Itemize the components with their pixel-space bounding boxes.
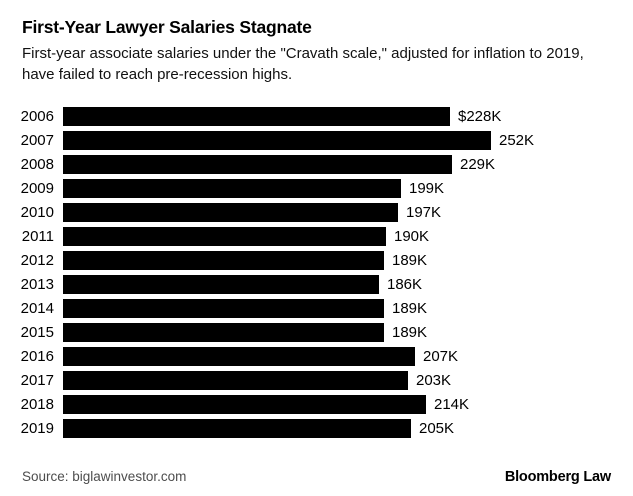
year-label: 2011 [21, 228, 54, 245]
bar-chart: 2006 $228K 2007 252K 2008 229K 2009 199K 2010 197… [0, 107, 633, 438]
bar [63, 419, 411, 438]
year-label: 2008 [20, 156, 54, 173]
value-label: 189K [392, 300, 428, 317]
chart-row: 2012 189K [0, 251, 633, 270]
year-label: 2012 [20, 252, 54, 269]
year-label: 2013 [20, 276, 54, 293]
chart-row: 2007 252K [0, 131, 633, 150]
value-label: 186K [387, 276, 423, 293]
bar [63, 203, 398, 222]
bar [63, 323, 384, 342]
chart-row: 2008 229K [0, 155, 633, 174]
chart-row: 2015 189K [0, 323, 633, 342]
year-label: 2007 [20, 132, 54, 149]
value-label: 189K [392, 252, 428, 269]
chart-row: 2010 197K [0, 203, 633, 222]
year-label: 2014 [20, 300, 54, 317]
chart-title: First-Year Lawyer Salaries Stagnate [22, 17, 312, 37]
value-label: 207K [423, 348, 459, 365]
bar [63, 299, 384, 318]
bar [63, 227, 386, 246]
chart-row: 2006 $228K [0, 107, 633, 126]
bloomberg-law-logo: Bloomberg Law [504, 469, 611, 485]
bar [63, 371, 408, 390]
value-label: 190K [394, 228, 430, 245]
chart-subtitle: First-year associate salaries under the … [22, 45, 584, 83]
bar [63, 155, 452, 174]
chart-row: 2016 207K [0, 347, 633, 366]
chart-footer: Source: biglawinvestor.com Bloomberg Law [22, 469, 611, 485]
bar [63, 131, 491, 150]
value-label: 252K [499, 132, 535, 149]
chart-row: 2018 214K [0, 395, 633, 414]
chart-row: 2011 190K [0, 227, 633, 246]
bar [63, 251, 384, 270]
bar [63, 179, 401, 198]
value-label: $228K [458, 108, 502, 125]
chart-header: First-Year Lawyer Salaries Stagnate Firs… [0, 0, 633, 85]
bar [63, 347, 415, 366]
value-label: 203K [416, 372, 452, 389]
value-label: 214K [434, 396, 470, 413]
chart-row: 2009 199K [0, 179, 633, 198]
chart-row: 2017 203K [0, 371, 633, 390]
year-label: 2010 [20, 204, 54, 221]
chart-row: 2019 205K [0, 419, 633, 438]
year-label: 2015 [20, 324, 54, 341]
value-label: 189K [392, 324, 428, 341]
year-label: 2018 [20, 396, 54, 413]
year-label: 2006 [20, 108, 54, 125]
source-note: Source: biglawinvestor.com [22, 469, 187, 484]
year-label: 2019 [20, 420, 54, 437]
value-label: 229K [460, 156, 496, 173]
year-label: 2016 [20, 348, 54, 365]
value-label: 199K [409, 180, 445, 197]
bar [63, 395, 426, 414]
chart-row: 2013 186K [0, 275, 633, 294]
value-label: 197K [406, 204, 442, 221]
chart-row: 2014 189K [0, 299, 633, 318]
year-label: 2009 [20, 180, 54, 197]
bar [63, 275, 379, 294]
year-label: 2017 [20, 372, 54, 389]
bar [63, 107, 450, 126]
value-label: 205K [419, 420, 455, 437]
